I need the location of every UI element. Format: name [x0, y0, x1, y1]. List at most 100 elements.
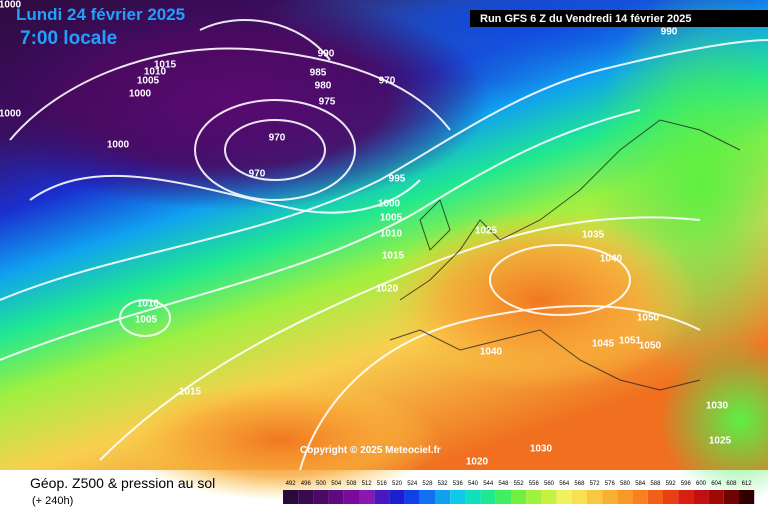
colorbar-label: 568	[574, 481, 585, 487]
isobar-label: 1000	[0, 0, 22, 11]
isobar-label: 1030	[530, 444, 553, 455]
isobar-label: 1050	[639, 341, 662, 352]
colorbar-label: 528	[422, 481, 433, 487]
colorbar-label: 572	[590, 481, 601, 487]
colorbar-swatch	[663, 490, 679, 504]
date: Lundi 24 février 2025	[16, 5, 185, 24]
colorbar-label: 556	[529, 481, 540, 487]
colorbar-label: 552	[514, 481, 525, 487]
colorbar-swatch	[587, 490, 603, 504]
colorbar-swatch	[343, 490, 359, 504]
time: 7:00 locale	[20, 28, 117, 49]
colorbar-label: 560	[544, 481, 555, 487]
colorbar-swatch	[465, 490, 481, 504]
isobar-label: 1030	[706, 401, 729, 412]
colorbar-label: 608	[726, 481, 737, 487]
colorbar-label: 600	[696, 481, 707, 487]
colorbar-label: 504	[331, 481, 342, 487]
colorbar-swatch	[693, 490, 709, 504]
footer-lead: (+ 240h)	[32, 495, 73, 507]
colorbar-swatch	[283, 490, 299, 504]
colorbar-label: 544	[483, 481, 494, 487]
isobar-label: 1020	[466, 457, 489, 468]
isobar-label: 1045	[592, 339, 615, 350]
isobar-label: 985	[310, 68, 327, 79]
colorbar-swatch	[450, 490, 466, 504]
isobar-label: 1020	[376, 284, 399, 295]
isobar-label: 970	[249, 169, 266, 180]
colorbar-label: 612	[742, 481, 753, 487]
colorbar-swatch	[435, 490, 451, 504]
isobar-label: 1050	[637, 313, 660, 324]
isobar-label: 980	[315, 81, 332, 92]
colorbar-swatch	[723, 490, 739, 504]
isobar-label: 970	[269, 133, 286, 144]
colorbar-label: 536	[453, 481, 464, 487]
colorbar-label: 584	[635, 481, 646, 487]
isobar-label: 970	[379, 76, 396, 87]
colorbar-swatch	[556, 490, 572, 504]
colorbar-swatch	[313, 490, 329, 504]
colorbar-swatch	[647, 490, 663, 504]
colorbar-swatch	[632, 490, 648, 504]
colorbar-label: 512	[362, 481, 373, 487]
colorbar-swatch	[495, 490, 511, 504]
run-box	[470, 10, 768, 27]
colorbar-swatch	[739, 490, 755, 504]
isobar-label: 1010	[380, 229, 403, 240]
colorbar-swatch	[404, 490, 420, 504]
footer-title: Géop. Z500 & pression au sol	[30, 475, 215, 491]
colorbar-swatch	[298, 490, 314, 504]
isobar-label: 1040	[600, 254, 623, 265]
colorbar-label: 520	[392, 481, 403, 487]
colorbar-swatch	[678, 490, 694, 504]
colorbar-label: 524	[407, 481, 418, 487]
isobar-label: 1025	[709, 436, 732, 447]
colorbar-swatch	[708, 490, 724, 504]
map	[0, 0, 768, 500]
isobar-label: 1051	[619, 336, 642, 347]
isobar-label: 1005	[137, 76, 160, 87]
colorbar-swatch	[480, 490, 496, 504]
colorbar-swatch	[359, 490, 375, 504]
colorbar-label: 588	[650, 481, 661, 487]
isobar-label: 1035	[582, 230, 605, 241]
isobar-label: 990	[318, 49, 335, 60]
isobar-label: 995	[389, 174, 406, 185]
isobar-label: 1000	[378, 199, 401, 210]
colorbar-swatch	[419, 490, 435, 504]
isobar-label: 1010	[137, 299, 160, 310]
isobar-label: 1015	[154, 60, 177, 71]
colorbar-swatch	[374, 490, 390, 504]
colorbar-swatch	[541, 490, 557, 504]
colorbar-label: 508	[346, 481, 357, 487]
isobar-label: 1010	[144, 67, 167, 78]
isobar-label: 1040	[480, 347, 503, 358]
colorbar-label: 548	[498, 481, 509, 487]
isobar-label: 1025	[475, 226, 498, 237]
colorbar-swatch	[328, 490, 344, 504]
colorbar: 492 496 500 504 508 512 516 520 524 528 532 536 540 5…	[283, 481, 755, 504]
isobar-label: 1005	[380, 213, 403, 224]
colorbar-label: 580	[620, 481, 631, 487]
colorbar-label: 564	[559, 481, 570, 487]
colorbar-swatch	[511, 490, 527, 504]
colorbar-swatch	[389, 490, 405, 504]
isobar-label: 1000	[0, 109, 22, 120]
colorbar-swatch	[617, 490, 633, 504]
isobar-label: 990	[661, 27, 678, 38]
isobar-label: 1015	[382, 251, 405, 262]
run-info: Run GFS 6 Z du Vendredi 14 février 2025	[480, 13, 692, 25]
isobar-label: 1015	[179, 387, 202, 398]
colorbar-label: 492	[286, 481, 297, 487]
colorbar-swatch	[571, 490, 587, 504]
isobar-label: 975	[319, 97, 336, 108]
isobar-label: 1005	[135, 315, 158, 326]
colorbar-label: 496	[301, 481, 312, 487]
colorbar-label: 576	[605, 481, 616, 487]
colorbar-label: 596	[681, 481, 692, 487]
colorbar-swatch	[602, 490, 618, 504]
colorbar-swatch	[526, 490, 542, 504]
colorbar-label: 592	[666, 481, 677, 487]
